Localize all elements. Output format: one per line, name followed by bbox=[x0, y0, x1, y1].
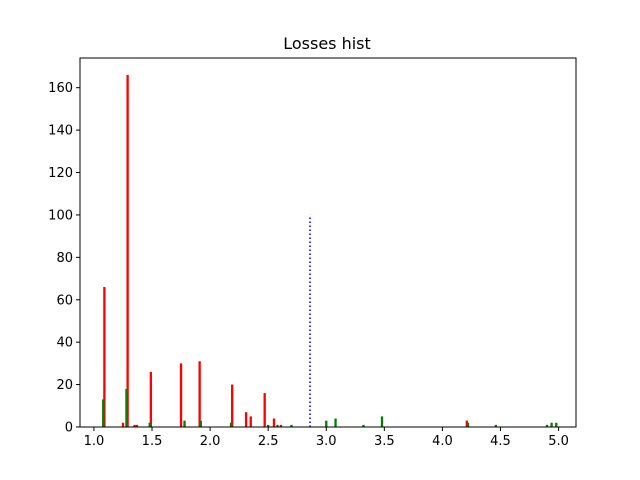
bar-series-1-7 bbox=[179, 363, 183, 427]
x-tick-label: 3.0 bbox=[316, 434, 337, 449]
x-tick-label: 4.0 bbox=[432, 434, 453, 449]
y-tick-label: 120 bbox=[48, 166, 73, 181]
bar-series-2-8 bbox=[276, 424, 279, 427]
y-axis: 0 20 40 60 80 100 120 140 160 bbox=[48, 81, 80, 436]
bar-series-2-6 bbox=[229, 422, 233, 427]
bar-series-2-3 bbox=[148, 422, 151, 427]
bar-series-2-14 bbox=[466, 422, 470, 427]
x-tick-label: 2.5 bbox=[258, 434, 279, 449]
bar-series-2-17 bbox=[550, 422, 553, 427]
bar-series-2-1 bbox=[102, 399, 105, 427]
bar-series-1-9 bbox=[231, 384, 234, 427]
y-tick-label: 100 bbox=[48, 208, 73, 223]
x-tick-label: 2.0 bbox=[200, 434, 221, 449]
bar-series-1-8 bbox=[198, 361, 201, 427]
bar-series-1-3 bbox=[126, 74, 129, 427]
bar-series-2-18 bbox=[555, 422, 558, 427]
y-tick-label: 20 bbox=[56, 378, 73, 393]
plot-area bbox=[79, 57, 577, 428]
bar-series-1-11 bbox=[249, 416, 252, 427]
x-tick-label: 4.5 bbox=[490, 434, 511, 449]
bar-series-1-12 bbox=[263, 393, 266, 427]
bar-series-1-2 bbox=[121, 422, 125, 427]
y-tick-label: 80 bbox=[56, 251, 73, 266]
y-tick-label: 60 bbox=[56, 293, 73, 308]
x-tick-label: 5.0 bbox=[548, 434, 569, 449]
bar-series-1-10 bbox=[244, 412, 248, 427]
x-tick-label: 1.5 bbox=[142, 434, 163, 449]
bar-series-2-13 bbox=[380, 416, 384, 427]
bar-series-1-13 bbox=[272, 418, 276, 427]
x-tick-label: 1.0 bbox=[84, 434, 105, 449]
bars-layer bbox=[102, 74, 558, 427]
chart-title: Losses hist bbox=[283, 34, 371, 53]
bar-series-2-2 bbox=[125, 388, 128, 427]
bar-series-2-5 bbox=[199, 420, 202, 427]
y-tick-label: 140 bbox=[48, 124, 73, 139]
x-axis: 1.0 1.5 2.0 2.5 3.0 3.5 4.0 4.5 5.0 bbox=[84, 427, 569, 449]
bar-series-2-11 bbox=[334, 418, 337, 427]
bar-series-2-10 bbox=[325, 420, 328, 427]
bar-series-2-15 bbox=[494, 424, 498, 427]
bar-series-1-6 bbox=[149, 371, 153, 427]
bar-series-2-12 bbox=[362, 424, 365, 427]
bar-series-2-4 bbox=[183, 420, 186, 427]
y-tick-label: 40 bbox=[56, 336, 73, 351]
bar-series-1-1 bbox=[103, 287, 106, 427]
y-tick-label: 0 bbox=[65, 421, 73, 436]
x-tick-label: 3.5 bbox=[374, 434, 395, 449]
bar-series-1-5 bbox=[135, 424, 139, 427]
y-tick-label: 160 bbox=[48, 81, 73, 96]
axes-frame bbox=[79, 57, 577, 428]
bar-series-2-7 bbox=[267, 424, 270, 427]
bar-series-2-9 bbox=[290, 424, 293, 427]
bar-series-1-14 bbox=[279, 424, 283, 427]
bar-series-1-4 bbox=[133, 424, 136, 427]
bar-series-2-16 bbox=[545, 424, 549, 427]
